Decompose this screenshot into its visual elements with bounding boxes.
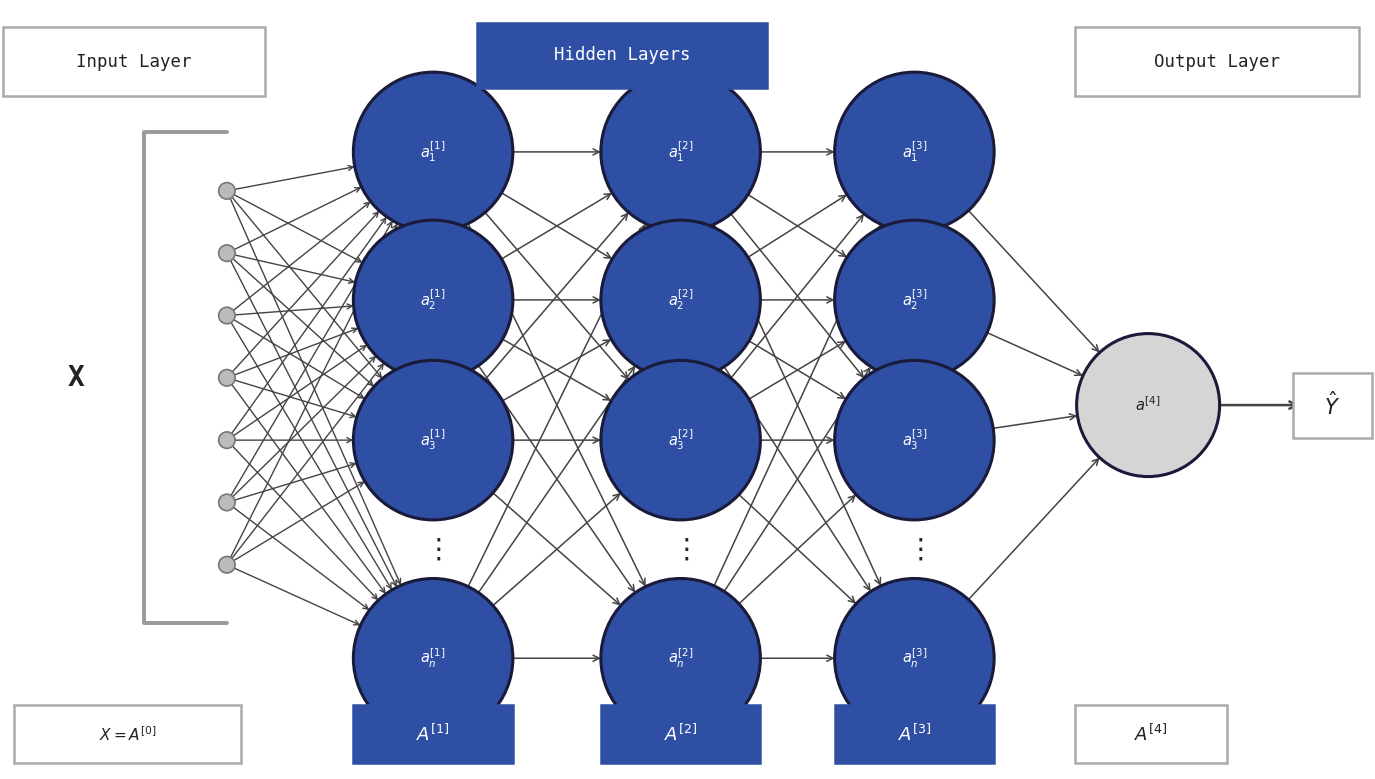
FancyBboxPatch shape xyxy=(477,23,767,88)
Text: $a^{[3]}_{3}$: $a^{[3]}_{3}$ xyxy=(902,428,927,453)
Ellipse shape xyxy=(219,432,235,449)
Text: Output Layer: Output Layer xyxy=(1154,52,1280,71)
Text: $a^{[3]}_{1}$: $a^{[3]}_{1}$ xyxy=(902,139,927,164)
Ellipse shape xyxy=(219,494,235,511)
Ellipse shape xyxy=(219,556,235,573)
Text: $a^{[2]}_{n}$: $a^{[2]}_{n}$ xyxy=(668,647,693,670)
Text: $a^{[4]}$: $a^{[4]}$ xyxy=(1136,396,1160,414)
Text: $a^{[2]}_{3}$: $a^{[2]}_{3}$ xyxy=(668,428,693,453)
Text: $X = A^{[0]}$: $X = A^{[0]}$ xyxy=(99,725,157,744)
Ellipse shape xyxy=(835,579,994,738)
Ellipse shape xyxy=(353,361,513,520)
FancyBboxPatch shape xyxy=(835,705,994,763)
Ellipse shape xyxy=(1077,333,1220,477)
FancyBboxPatch shape xyxy=(3,27,265,96)
Text: $A^{[2]}$: $A^{[2]}$ xyxy=(664,724,697,746)
Ellipse shape xyxy=(601,220,760,379)
Ellipse shape xyxy=(835,72,994,231)
Text: $\hat{Y}$: $\hat{Y}$ xyxy=(1324,392,1341,419)
Ellipse shape xyxy=(601,579,760,738)
Text: $\vdots$: $\vdots$ xyxy=(425,535,441,563)
FancyBboxPatch shape xyxy=(601,705,760,763)
Ellipse shape xyxy=(219,245,235,262)
Ellipse shape xyxy=(601,72,760,231)
Ellipse shape xyxy=(601,361,760,520)
Text: $A^{[4]}$: $A^{[4]}$ xyxy=(1134,724,1167,746)
Ellipse shape xyxy=(835,361,994,520)
FancyBboxPatch shape xyxy=(1075,705,1226,763)
Ellipse shape xyxy=(353,72,513,231)
Text: $a^{[2]}_{2}$: $a^{[2]}_{2}$ xyxy=(668,287,693,312)
Ellipse shape xyxy=(353,579,513,738)
Text: $a^{[1]}_{n}$: $a^{[1]}_{n}$ xyxy=(421,647,446,670)
Text: $a^{[3]}_{2}$: $a^{[3]}_{2}$ xyxy=(902,287,927,312)
Text: $a^{[1]}_{1}$: $a^{[1]}_{1}$ xyxy=(421,139,446,164)
Text: $A^{[1]}$: $A^{[1]}$ xyxy=(417,724,450,746)
Ellipse shape xyxy=(353,220,513,379)
Text: $a^{[1]}_{2}$: $a^{[1]}_{2}$ xyxy=(421,287,446,312)
Ellipse shape xyxy=(835,220,994,379)
FancyBboxPatch shape xyxy=(1292,373,1372,438)
Ellipse shape xyxy=(219,369,235,386)
Text: $\vdots$: $\vdots$ xyxy=(672,535,689,563)
Text: $a^{[2]}_{1}$: $a^{[2]}_{1}$ xyxy=(668,139,693,164)
FancyBboxPatch shape xyxy=(1075,27,1358,96)
Text: X: X xyxy=(67,364,84,392)
Text: Input Layer: Input Layer xyxy=(76,52,191,71)
Text: $a^{[3]}_{n}$: $a^{[3]}_{n}$ xyxy=(902,647,927,670)
Text: Hidden Layers: Hidden Layers xyxy=(554,46,690,65)
Ellipse shape xyxy=(219,182,235,199)
Text: $A^{[3]}$: $A^{[3]}$ xyxy=(898,724,931,746)
Ellipse shape xyxy=(219,307,235,324)
Text: $\vdots$: $\vdots$ xyxy=(906,535,923,563)
Text: $a^{[1]}_{3}$: $a^{[1]}_{3}$ xyxy=(421,428,446,453)
FancyBboxPatch shape xyxy=(14,705,241,763)
FancyBboxPatch shape xyxy=(353,705,513,763)
